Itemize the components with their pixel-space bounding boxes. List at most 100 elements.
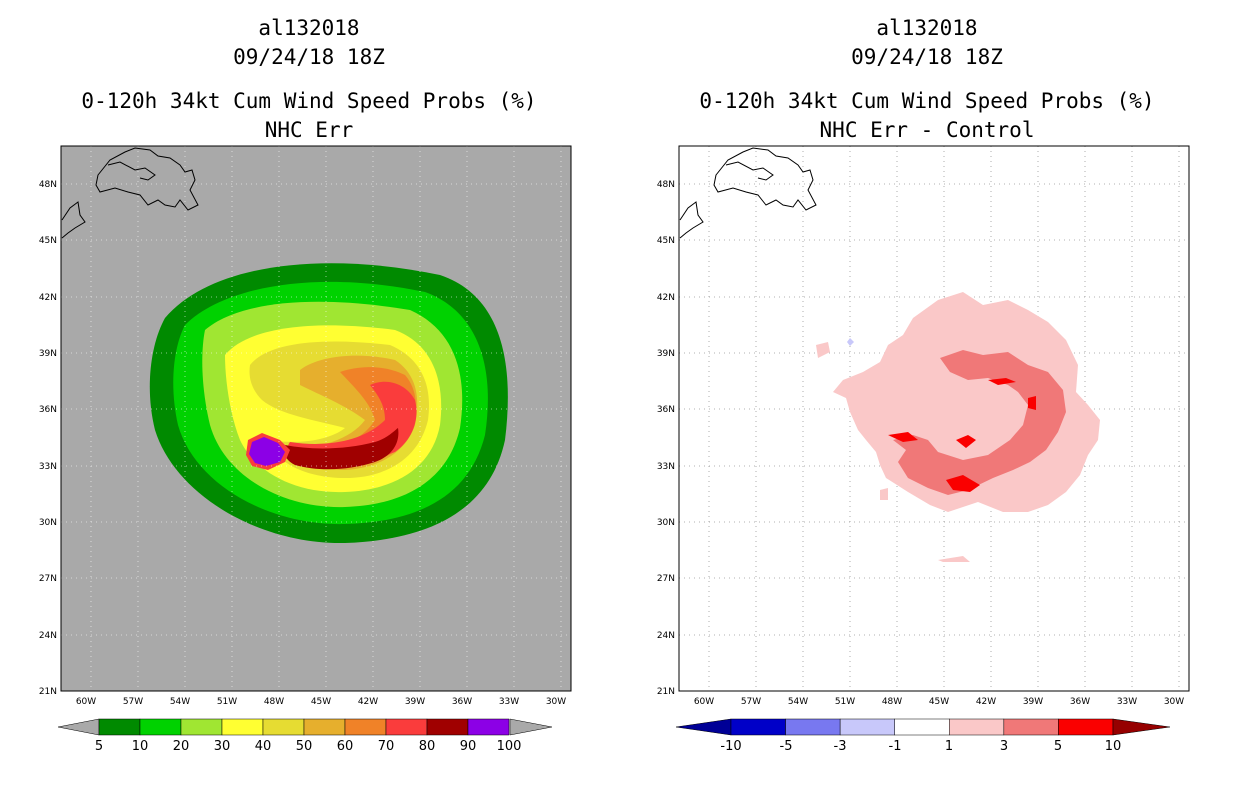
colorbar-label: 60 (337, 739, 354, 754)
contour-100 (249, 437, 285, 466)
datetime: 09/24/18 18Z (851, 45, 1003, 69)
lat-label: 39N (657, 349, 675, 359)
contour-1-3-island (880, 488, 888, 500)
colorbar-box (262, 718, 305, 736)
colorbar-under-arrow (675, 718, 732, 736)
lat-label: 27N (39, 574, 57, 584)
lon-label: 36W (1070, 697, 1090, 707)
colorbar-label: 10 (132, 739, 149, 754)
contour-1-3-island (938, 556, 970, 562)
storm-id: al132018 (876, 16, 978, 40)
lon-label: 48W (264, 697, 284, 707)
colorbar-label: 5 (95, 739, 103, 754)
contour-5-10 (946, 475, 980, 492)
lon-label: 51W (835, 697, 855, 707)
colorbar-label: 10 (1105, 739, 1122, 754)
lat-label: 21N (657, 687, 675, 697)
colorbar-under-arrow (57, 718, 100, 736)
lon-label: 57W (741, 697, 761, 707)
lon-label: 45W (929, 697, 949, 707)
contour-1-3-island (816, 342, 830, 358)
lat-label: 33N (39, 462, 57, 472)
map-frame (678, 145, 1190, 692)
colorbar-boxes (98, 718, 510, 736)
probability-contours (149, 263, 508, 544)
colorbar-box (467, 718, 510, 736)
lon-label: 30W (1164, 697, 1184, 707)
contour-3-5 (893, 350, 1066, 495)
colorbar-label: 5 (1054, 739, 1062, 754)
colorbar-box (839, 718, 895, 736)
lon-label: 36W (452, 697, 472, 707)
right-map: 48N 45N 42N 39N 36N 33N 30N 27N 24N 21N … (657, 145, 1190, 754)
colorbar-label: 30 (214, 739, 231, 754)
lon-label: 33W (1117, 697, 1137, 707)
left-map: 48N 45N 42N 39N 36N 33N 30N 27N 24N 21N … (39, 145, 572, 754)
lon-label: 42W (976, 697, 996, 707)
grid-lines (61, 146, 571, 691)
lat-label: 30N (39, 518, 57, 528)
colorbar-box (785, 718, 841, 736)
lat-label: 30N (657, 518, 675, 528)
lat-label: 27N (657, 574, 675, 584)
lon-label: 54W (788, 697, 808, 707)
lon-labels: 60W 57W 54W 51W 48W 45W 42W 39W 36W 33W … (694, 697, 1184, 707)
colorbar-over-arrow (509, 718, 553, 736)
plot-subtitle: NHC Err - Control (819, 118, 1035, 142)
colorbar-label: 90 (460, 739, 477, 754)
plot-title: 0-120h 34kt Cum Wind Speed Probs (%) (81, 89, 537, 113)
colorbar-box (98, 718, 141, 736)
lon-label: 33W (499, 697, 519, 707)
lat-label: 39N (39, 349, 57, 359)
colorbar-label: 40 (255, 739, 272, 754)
lat-labels: 48N 45N 42N 39N 36N 33N 30N 27N 24N 21N (657, 180, 675, 697)
colorbar-box (180, 718, 223, 736)
lat-labels: 48N 45N 42N 39N 36N 33N 30N 27N 24N 21N (39, 180, 57, 697)
plot-subtitle: NHC Err (264, 118, 354, 142)
lon-label: 39W (405, 697, 425, 707)
coastline (679, 147, 817, 239)
contour-5-10 (888, 432, 918, 442)
lat-label: 48N (657, 180, 675, 190)
lon-label: 45W (311, 697, 331, 707)
right-panel: al132018 09/24/18 18Z 0-120h 34kt Cum Wi… (618, 0, 1236, 800)
colorbar-over-arrow (1112, 718, 1171, 736)
lon-label: 57W (123, 697, 143, 707)
lat-label: 36N (657, 405, 675, 415)
colorbar-box (303, 718, 346, 736)
colorbar-box (344, 718, 387, 736)
datetime: 09/24/18 18Z (233, 45, 385, 69)
lat-label: 48N (39, 180, 57, 190)
map-frame (60, 145, 572, 692)
lon-label: 60W (76, 697, 96, 707)
colorbar: 5 10 20 30 40 50 60 70 80 90 100 (57, 718, 553, 754)
lon-label: 30W (546, 697, 566, 707)
contour-5-10 (956, 435, 976, 448)
colorbar: -10 -5 -3 -1 1 3 5 10 (675, 718, 1171, 754)
colorbar-label: 50 (296, 739, 313, 754)
lat-label: 36N (39, 405, 57, 415)
contour-5-10 (1028, 396, 1036, 410)
lat-label: 24N (657, 631, 675, 641)
colorbar-labels: 5 10 20 30 40 50 60 70 80 90 100 (95, 739, 522, 754)
colorbar-box (385, 718, 428, 736)
colorbar-label: 20 (173, 739, 190, 754)
contour-neg-1-3 (847, 338, 854, 346)
lat-label: 21N (39, 687, 57, 697)
colorbar-box (139, 718, 182, 736)
coastline (61, 147, 199, 239)
colorbar-box (730, 718, 786, 736)
colorbar-label: -10 (720, 739, 741, 754)
lon-label: 60W (694, 697, 714, 707)
colorbar-label: -5 (780, 739, 793, 754)
colorbar-box (426, 718, 469, 736)
colorbar-box (949, 718, 1005, 736)
lat-label: 42N (657, 293, 675, 303)
lon-label: 54W (170, 697, 190, 707)
storm-id: al132018 (258, 16, 360, 40)
colorbar-boxes (730, 718, 1114, 736)
grid-lines (679, 146, 1189, 691)
colorbar-label: 80 (419, 739, 436, 754)
plot-title: 0-120h 34kt Cum Wind Speed Probs (%) (699, 89, 1155, 113)
colorbar-box (221, 718, 264, 736)
